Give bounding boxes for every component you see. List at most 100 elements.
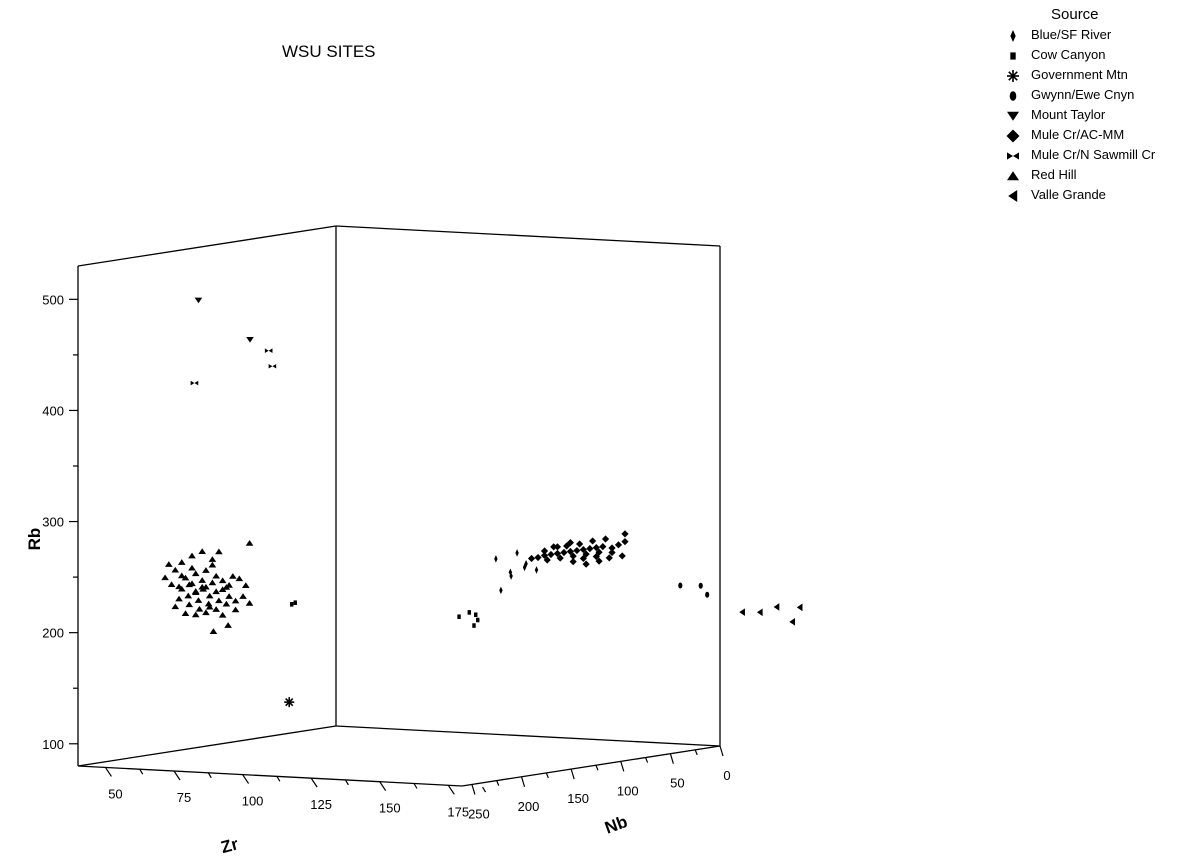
data-point [218, 611, 227, 618]
data-point [191, 611, 200, 618]
data-point [556, 554, 564, 562]
data-point [264, 348, 273, 353]
data-point [586, 544, 594, 553]
data-point [171, 603, 180, 610]
data-point [215, 548, 223, 555]
data-point [474, 612, 478, 618]
data-point [246, 336, 254, 343]
series-mount-taylor [194, 297, 254, 343]
series-mule-cr-ac-mm [527, 530, 629, 568]
data-point [225, 593, 233, 599]
data-point [543, 556, 551, 564]
data-point [789, 618, 796, 626]
data-point [608, 548, 616, 557]
x-minor-tick [207, 772, 212, 779]
legend-marker [1007, 111, 1019, 121]
data-point [621, 538, 629, 546]
legend-label: Government Mtn [1031, 67, 1128, 82]
data-point [175, 595, 183, 602]
y-tick-label: 200 [518, 799, 540, 814]
series-cow-canyon [290, 600, 480, 628]
z-tick-label: 300 [42, 515, 64, 530]
data-point [198, 577, 207, 583]
data-point [534, 553, 542, 562]
data-point [569, 552, 577, 560]
y-tick [570, 768, 575, 780]
data-point [560, 548, 568, 557]
box-edge-top-right [335, 225, 721, 247]
chart-title: WSU SITES [282, 42, 376, 61]
legend-marker [1008, 190, 1018, 202]
data-point [231, 597, 240, 604]
box-edge-front-bottom-right [461, 745, 721, 787]
y-tick [669, 753, 674, 764]
x-tick-label: 100 [242, 794, 264, 809]
data-point [499, 586, 503, 595]
legend-marker-icon [1007, 111, 1019, 121]
series-valle-grande [739, 603, 803, 626]
y-minor-tick [595, 765, 599, 771]
x-tick-label: 150 [379, 801, 401, 816]
box-edge-back-bottom-left [77, 725, 337, 767]
x-tick [104, 767, 112, 777]
data-point [191, 588, 200, 594]
data-point [284, 697, 295, 708]
data-point [290, 602, 294, 607]
data-point [218, 577, 227, 584]
z-tick-label: 100 [42, 737, 64, 752]
data-point [522, 563, 527, 572]
legend-marker-icon [1007, 70, 1019, 82]
data-point [618, 552, 626, 560]
y-tick-label: 100 [617, 783, 639, 798]
data-point [472, 623, 476, 628]
data-point [601, 535, 610, 543]
data-point [534, 566, 539, 574]
data-point [215, 597, 223, 604]
legend-marker [1010, 52, 1016, 60]
box-edge-back-bottom-right [335, 725, 721, 747]
data-point [181, 610, 190, 616]
data-point [566, 539, 575, 547]
legend-label: Cow Canyon [1031, 47, 1106, 62]
data-point [614, 541, 623, 549]
data-point [212, 606, 220, 612]
data-point [222, 600, 231, 607]
data-point [205, 592, 214, 599]
data-point [212, 588, 220, 595]
data-point [739, 608, 745, 616]
data-point [494, 555, 498, 563]
data-point [208, 561, 217, 568]
y-tick [719, 745, 724, 757]
data-point [268, 363, 277, 369]
data-point [605, 554, 613, 562]
data-point [188, 552, 196, 559]
data-point [188, 564, 196, 571]
legend-label: Red Hill [1031, 167, 1077, 182]
y-tick-label: 50 [670, 776, 684, 791]
series-gwynn-ewe-cnyn [678, 582, 710, 598]
data-point [235, 575, 244, 582]
data-point [188, 580, 196, 587]
legend-label: Gwynn/Ewe Cnyn [1031, 87, 1135, 102]
data-point [588, 537, 597, 545]
data-point [553, 543, 562, 551]
x-tick [447, 784, 455, 795]
data-point [177, 559, 186, 565]
legend-label: Blue/SF River [1031, 27, 1112, 42]
data-point [678, 582, 683, 589]
data-point [773, 603, 780, 611]
data-point [540, 547, 549, 555]
data-point [181, 574, 190, 581]
legend-marker-icon [1008, 190, 1018, 202]
data-point [245, 540, 254, 546]
data-point [231, 606, 240, 613]
y-tick-label: 0 [723, 768, 730, 783]
series-blue-sf-river [494, 549, 539, 595]
y-minor-tick [496, 780, 500, 786]
legend-marker [1010, 30, 1016, 42]
z-tick-label: 200 [42, 626, 64, 641]
data-point [212, 572, 220, 579]
x-tick [173, 770, 181, 781]
legend-marker [1007, 70, 1019, 82]
